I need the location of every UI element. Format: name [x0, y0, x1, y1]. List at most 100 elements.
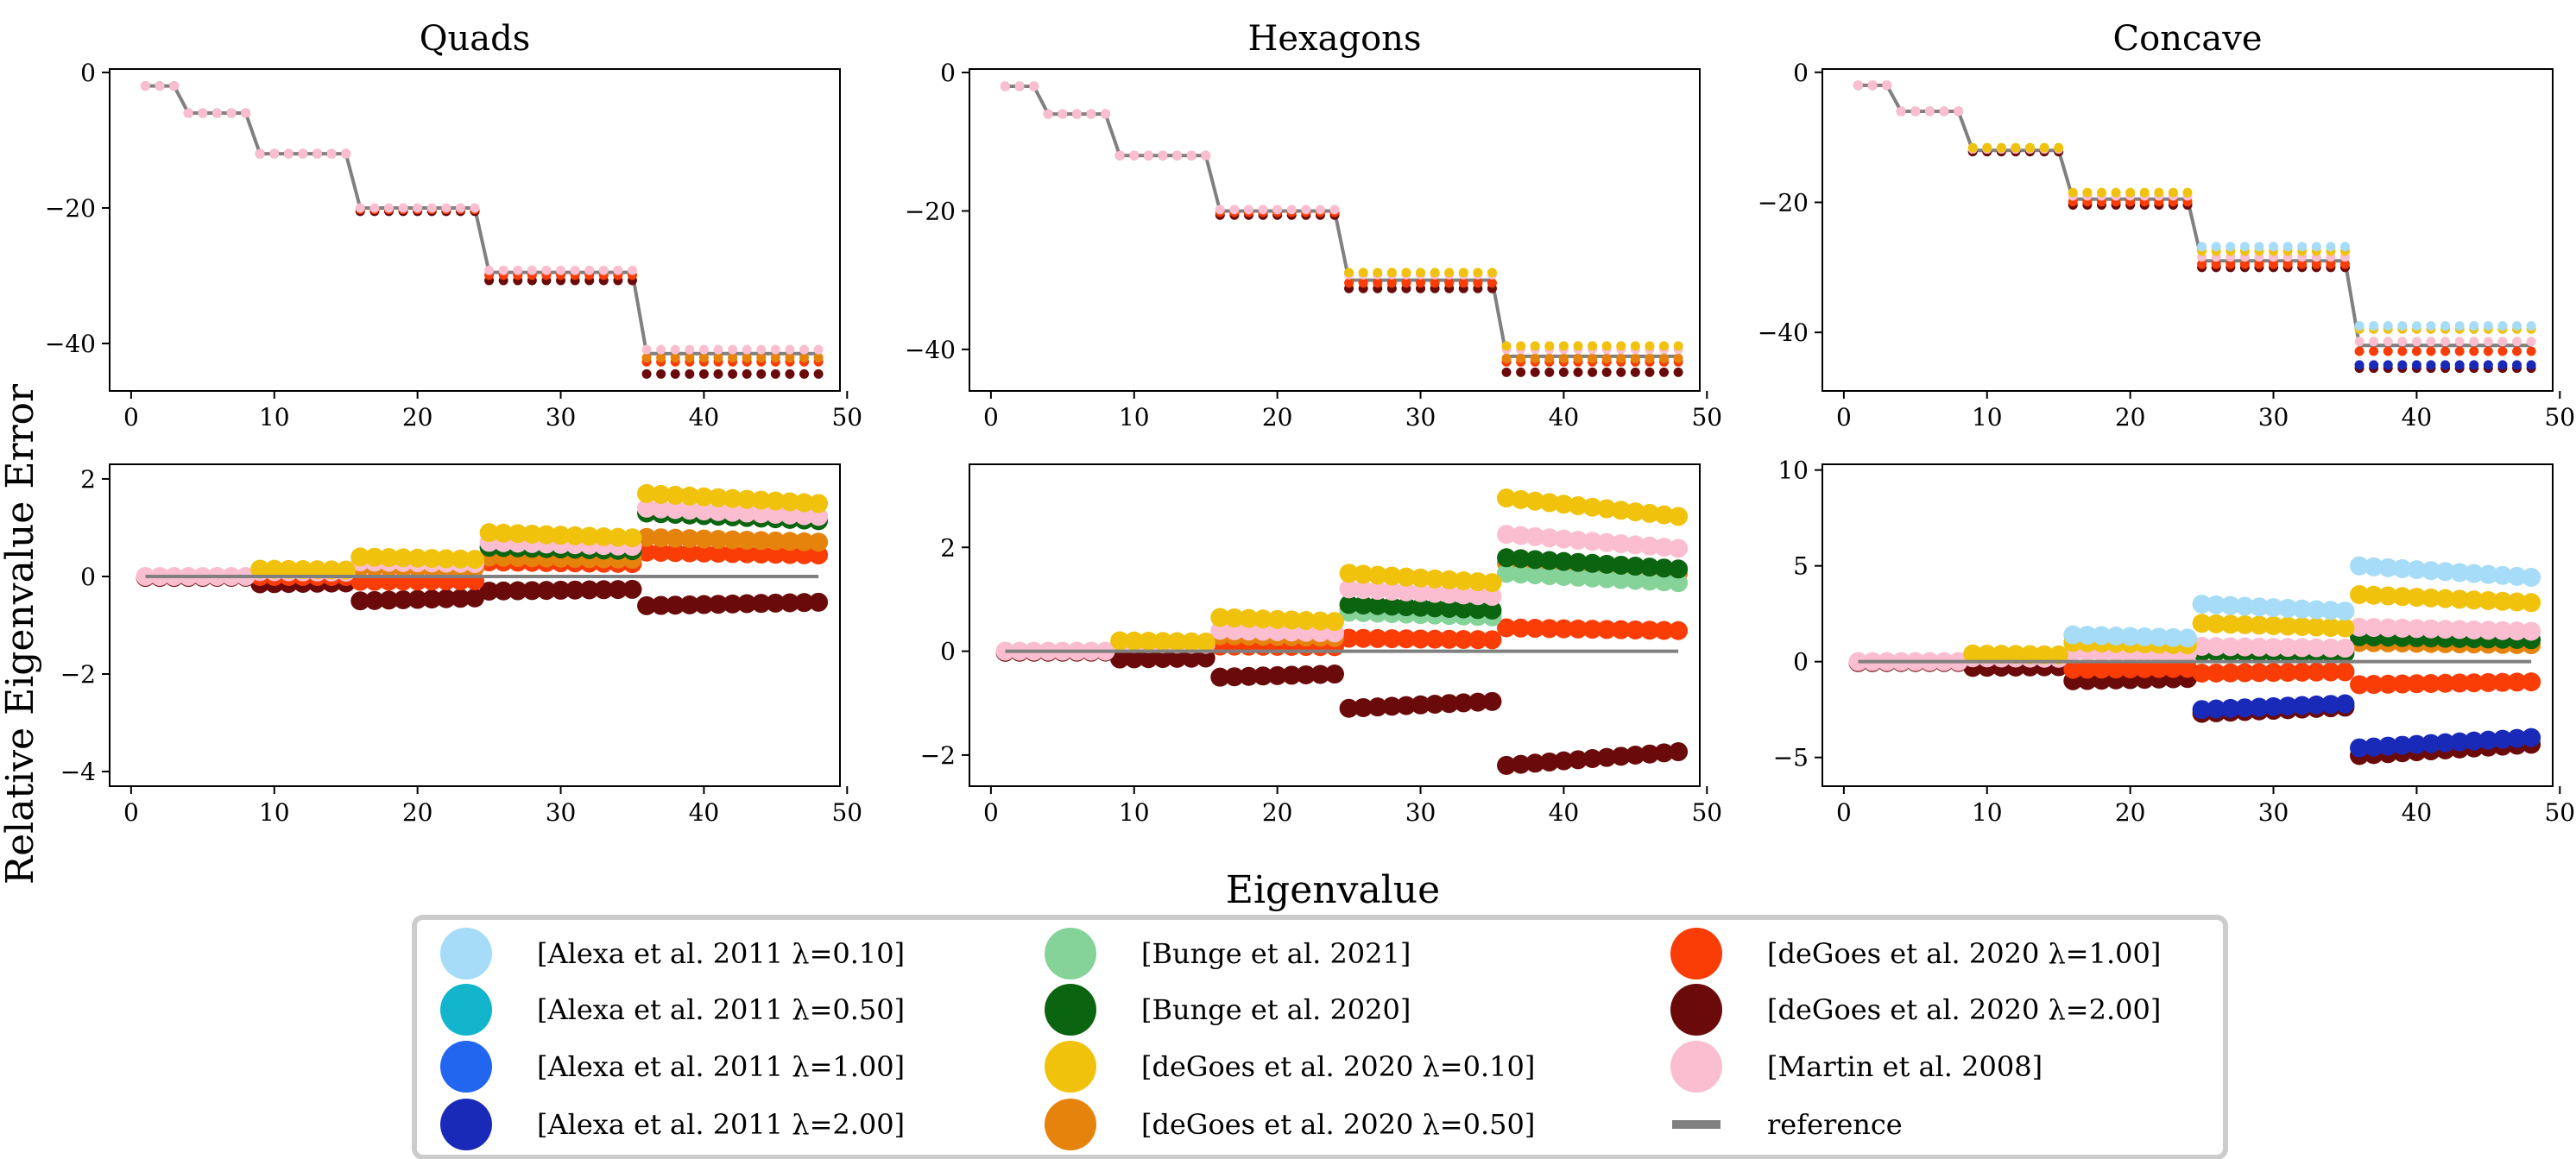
point-alexa010 [2211, 242, 2221, 252]
point-degoes010 [1425, 569, 1445, 589]
point-degoes200 [1367, 697, 1387, 717]
y-tick-label: −20 [905, 197, 956, 225]
point-martin2008 [1129, 150, 1140, 161]
point-martin2008 [269, 148, 280, 159]
point-martin2008 [1014, 81, 1025, 91]
point-degoes050 [770, 353, 780, 363]
point-alexa010 [2364, 557, 2383, 576]
point-martin2008 [780, 505, 799, 525]
point-degoes100 [1444, 278, 1455, 288]
point-degoes010 [622, 528, 642, 548]
x-tick-label: 30 [1405, 798, 1436, 827]
point-degoes100 [2369, 346, 2379, 356]
point-degoes050 [728, 353, 738, 363]
point-martin2008 [283, 148, 294, 159]
legend-entry-degoes010: [deGoes et al. 2020 λ=0.10] [1045, 1041, 1535, 1093]
point-degoes100 [709, 544, 728, 564]
point-martin2008 [212, 108, 222, 118]
point-alexa010 [2320, 601, 2340, 620]
point-degoes010 [422, 549, 442, 569]
legend-entry-alexa050: [Alexa et al. 2011 λ=0.50] [440, 984, 905, 1036]
x-tick-label: 40 [2402, 798, 2433, 827]
point-alexa010 [2297, 242, 2308, 252]
point-degoes010 [1382, 566, 1402, 586]
point-degoes200 [666, 595, 685, 615]
axes-frame [109, 68, 841, 392]
point-degoes010 [679, 486, 699, 506]
point-degoes010 [1310, 611, 1330, 631]
point-degoes100 [1411, 629, 1430, 649]
point-bunge2020 [1611, 555, 1631, 575]
point-martin2008 [470, 203, 480, 213]
point-martin2008 [498, 265, 508, 275]
point-martin2008 [666, 500, 685, 520]
point-degoes010 [1558, 341, 1569, 351]
point-degoes100 [1386, 278, 1397, 288]
point-martin2008 [541, 265, 552, 275]
x-tick-label: 40 [689, 403, 720, 431]
point-martin2008 [298, 148, 308, 159]
point-degoes200 [809, 592, 829, 612]
point-martin2008 [2192, 636, 2212, 656]
legend: [Alexa et al. 2011 λ=0.10] [Alexa et al. … [412, 915, 2228, 1159]
point-martin2008 [198, 108, 208, 118]
point-bunge2020 [1539, 551, 1559, 570]
point-degoes100 [2392, 674, 2412, 694]
point-degoes050 [794, 532, 814, 551]
reference-line [1005, 85, 1679, 358]
point-degoes010 [780, 492, 799, 512]
point-degoes100 [1487, 278, 1497, 288]
point-alexa010 [2435, 562, 2455, 582]
point-degoes010 [1373, 268, 1383, 278]
point-degoes200 [608, 580, 628, 600]
point-degoes200 [1630, 367, 1640, 377]
legend-entry-bunge2020: [Bunge et al. 2020] [1045, 984, 1411, 1036]
point-degoes100 [2197, 259, 2207, 269]
point-degoes010 [479, 523, 499, 543]
point-martin2008 [1525, 526, 1545, 546]
point-degoes200 [1582, 748, 1602, 768]
x-tick-label: 20 [2115, 403, 2146, 431]
point-degoes100 [2339, 259, 2350, 269]
point-degoes200 [1239, 666, 1259, 686]
point-degoes050 [1530, 353, 1540, 363]
point-bunge2021 [1639, 571, 1659, 591]
point-martin2008 [556, 265, 566, 275]
point-degoes050 [809, 532, 829, 552]
point-martin2008 [1554, 529, 1574, 549]
point-alexa200 [2320, 695, 2340, 715]
legend-label: [Alexa et al. 2011 λ=0.10] [537, 937, 905, 970]
x-tick-label: 40 [2402, 403, 2433, 431]
legend-entry-reference: reference [1672, 1108, 1903, 1141]
point-degoes100 [1611, 620, 1631, 639]
point-degoes010 [1601, 341, 1612, 351]
point-martin2008 [1425, 583, 1445, 603]
point-alexa010 [2092, 626, 2112, 646]
point-degoes010 [2307, 617, 2327, 637]
point-degoes050 [685, 353, 695, 363]
point-degoes010 [2025, 142, 2036, 153]
point-degoes010 [379, 548, 399, 568]
point-degoes200 [551, 580, 571, 600]
point-degoes200 [698, 368, 709, 379]
point-martin2008 [2350, 617, 2370, 637]
point-martin2008 [2483, 337, 2493, 347]
plot-area [995, 488, 1689, 775]
legend-marker [1670, 928, 1722, 979]
point-bunge2021 [1626, 570, 1645, 590]
point-degoes200 [1396, 696, 1416, 715]
legend-entry-degoes200: [deGoes et al. 2020 λ=2.00] [1670, 984, 2161, 1036]
point-degoes100 [1344, 278, 1354, 288]
point-degoes200 [794, 593, 814, 613]
point-degoes100 [2269, 259, 2279, 269]
point-degoes100 [1497, 618, 1517, 638]
point-degoes200 [1611, 746, 1631, 766]
plot-area [136, 483, 829, 615]
point-degoes200 [565, 580, 585, 600]
point-alexa010 [2383, 321, 2393, 331]
point-martin2008 [1172, 150, 1183, 161]
point-alexa200 [2469, 360, 2479, 370]
point-bunge2020 [1669, 559, 1689, 579]
